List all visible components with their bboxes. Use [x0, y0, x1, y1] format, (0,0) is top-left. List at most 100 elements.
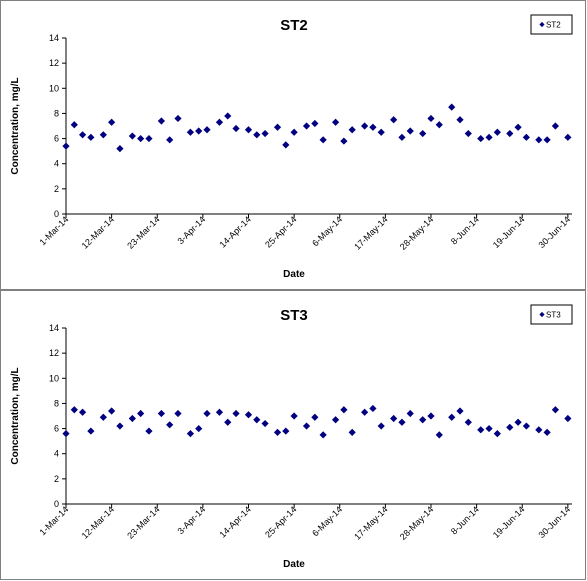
legend-label: ST2: [546, 21, 561, 30]
chart-title: ST3: [280, 307, 308, 324]
data-point: [377, 422, 385, 430]
x-tick-label: 28-May-14: [398, 214, 435, 251]
data-point: [398, 418, 406, 426]
data-point: [195, 424, 203, 433]
data-point: [290, 412, 298, 420]
data-point: [369, 404, 377, 413]
y-tick-label: 14: [49, 33, 59, 43]
data-point: [493, 430, 501, 438]
data-point: [78, 131, 87, 139]
data-point: [427, 412, 435, 420]
x-tick-label: 3-Apr-14: [175, 214, 207, 246]
data-point: [215, 408, 224, 416]
data-point: [369, 123, 377, 131]
data-point: [564, 133, 572, 141]
x-tick-label: 17-May-14: [352, 214, 389, 251]
x-tick-label: 17-May-14: [352, 504, 389, 541]
data-point: [232, 409, 240, 418]
x-tick-label: 25-Apr-14: [263, 214, 298, 249]
data-point: [311, 119, 319, 128]
data-point: [166, 421, 174, 429]
scatter-chart-st3: ST3 0 2 4 6 8 10 12 14 1-Mar-14 12-Mar-14 23-Mar-14…: [10, 304, 573, 570]
data-point: [116, 422, 124, 430]
data-point: [273, 123, 282, 131]
data-point: [145, 134, 153, 143]
data-point: [390, 414, 398, 423]
data-point: [456, 116, 464, 124]
x-axis-title: Date: [283, 559, 305, 570]
x-tick-label: 1-Mar-14: [38, 504, 71, 537]
y-tick-label: 6: [54, 134, 59, 144]
legend-marker-icon: [539, 311, 545, 318]
y-tick-label: 12: [49, 58, 59, 68]
legend-box: [530, 304, 573, 325]
data-point: [543, 428, 551, 436]
data-point: [535, 426, 543, 434]
data-point: [406, 127, 414, 135]
data-point: [506, 129, 514, 138]
data-point: [108, 118, 116, 126]
x-tick-label: 23-Mar-14: [125, 214, 161, 250]
data-point: [244, 411, 253, 419]
data-point: [485, 424, 493, 433]
data-point: [62, 430, 70, 438]
data-point: [464, 129, 472, 138]
x-tick-label: 19-Jun-14: [491, 504, 527, 540]
y-axis-title: Concentration, mg/L: [10, 367, 21, 464]
x-tick-label: 8-Jun-14: [449, 504, 481, 536]
chart-panel-st3: ST3 0 2 4 6 8 10 12 14 1-Mar-14 12-Mar-14 23-Mar-14…: [0, 290, 586, 580]
x-tick-label: 6-May-14: [310, 214, 344, 248]
data-point: [514, 418, 522, 426]
scatter-chart-st2: ST2 0 2 4 6 8 10 12 14 1-Mar-14 12-Mar-14 23-Mar-14…: [10, 14, 573, 280]
data-point: [522, 133, 530, 141]
data-point: [224, 418, 232, 426]
data-point: [485, 133, 493, 141]
data-point: [551, 122, 560, 130]
data-point: [477, 426, 485, 434]
data-point: [390, 116, 398, 124]
data-point: [543, 136, 551, 144]
x-tick-label: 8-Jun-14: [449, 214, 481, 246]
data-point: [361, 122, 369, 130]
data-point: [319, 431, 327, 439]
legend: ST3: [530, 304, 573, 325]
y-tick-label: 0: [54, 209, 59, 219]
data-point: [311, 413, 319, 421]
data-point: [244, 126, 253, 134]
data-point: [406, 409, 414, 418]
y-tick-label: 6: [54, 424, 59, 434]
data-point: [435, 431, 443, 439]
data-point: [195, 127, 203, 135]
legend: ST2: [530, 14, 573, 35]
data-point: [361, 408, 369, 416]
chart-title: ST2: [280, 17, 308, 34]
data-point: [215, 118, 224, 126]
data-point: [273, 428, 282, 436]
data-point: [166, 136, 174, 144]
y-tick-label: 10: [49, 373, 59, 383]
x-tick-label: 23-Mar-14: [125, 504, 161, 540]
data-point: [203, 126, 211, 134]
data-point: [203, 409, 211, 418]
data-point: [398, 133, 406, 141]
data-point: [157, 409, 165, 418]
y-tick-label: 8: [54, 398, 59, 408]
data-point: [116, 145, 124, 153]
data-point: [427, 114, 435, 123]
x-tick-label: 6-May-14: [310, 504, 344, 538]
data-point: [419, 129, 427, 138]
data-point: [448, 103, 456, 111]
data-point: [464, 418, 472, 426]
data-point: [186, 430, 195, 438]
data-point: [99, 131, 107, 139]
y-axis-title: Concentration, mg/L: [10, 77, 21, 174]
data-point: [70, 406, 78, 414]
data-point: [87, 427, 95, 435]
x-tick-label: 1-Mar-14: [38, 214, 71, 247]
data-point: [128, 414, 136, 423]
x-tick-label: 30-Jun-14: [537, 504, 573, 540]
y-tick-label: 12: [49, 348, 59, 358]
data-point: [348, 428, 356, 436]
data-point: [78, 408, 87, 416]
data-point: [108, 407, 116, 415]
